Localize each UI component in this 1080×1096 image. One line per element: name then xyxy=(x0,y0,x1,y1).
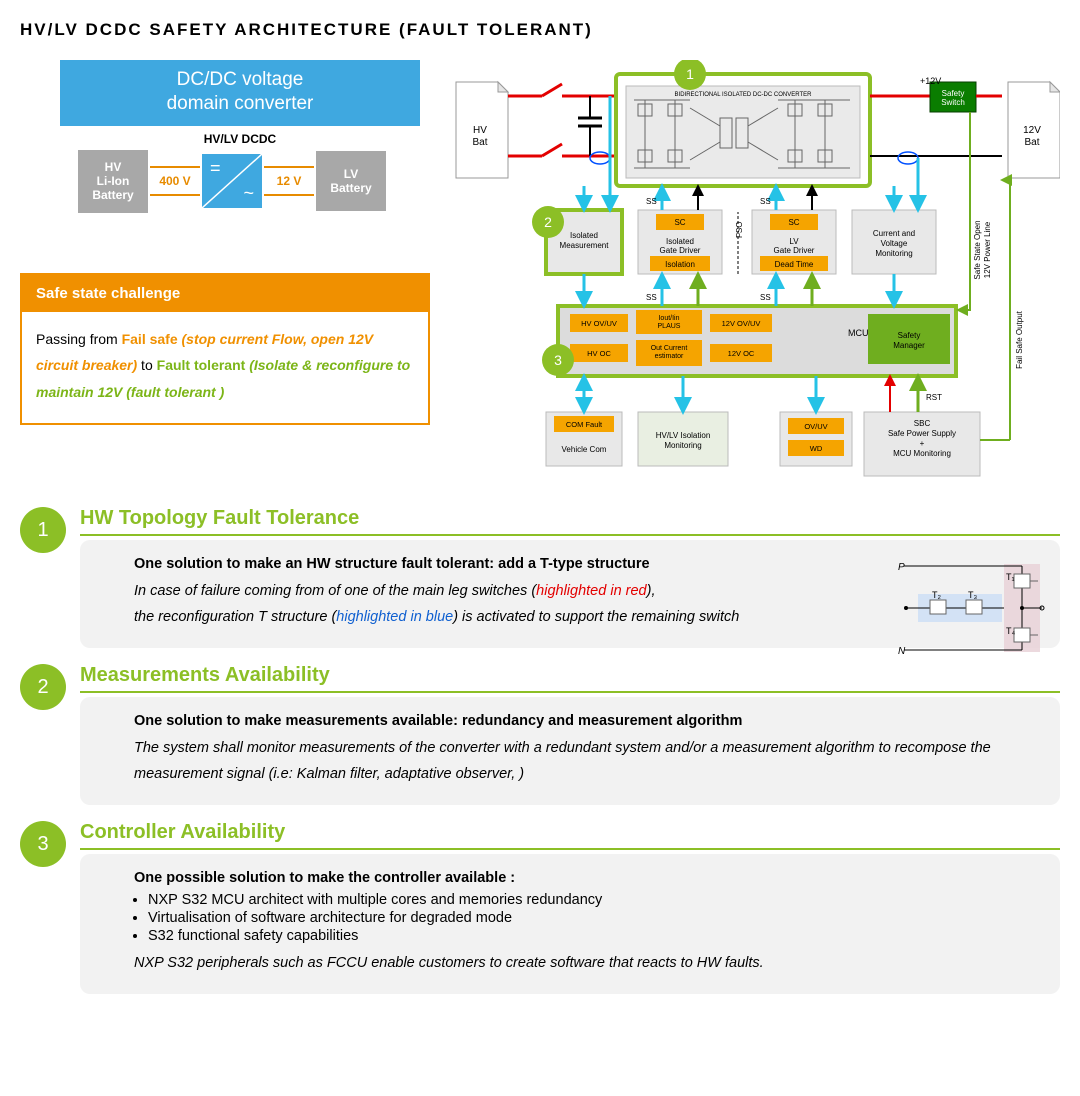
sso-line: Safe State Open12V Power Line xyxy=(973,220,992,279)
mini-P: P xyxy=(898,562,905,573)
mini-T3: T₃ xyxy=(968,590,977,600)
ssc-faulttol: Fault tolerant xyxy=(157,357,246,373)
hv-bat-label: HVBat xyxy=(472,125,487,148)
out-cur-est: Out Currentestimator xyxy=(651,345,688,360)
rst: RST xyxy=(926,393,942,402)
t-type-circuit: P N T₁ T₄ T₂ T₃ xyxy=(896,558,1046,658)
wd: WD xyxy=(810,444,823,453)
hv-oc: HV OC xyxy=(587,349,611,358)
safety-switch: SafetySwitch xyxy=(941,89,965,107)
converter-icon: = ~ xyxy=(202,154,262,208)
lv-voltage: 12 V xyxy=(264,166,314,196)
section-2-body: The system shall monitor measurements of… xyxy=(134,740,991,782)
ss2: SS xyxy=(760,197,771,206)
section-1-card: One solution to make an HW structure fau… xyxy=(80,540,1060,648)
page-title: HV/LV DCDC SAFETY ARCHITECTURE (FAULT TO… xyxy=(20,20,1060,40)
ssc-failsafe: Fail safe xyxy=(122,331,178,347)
hv-ovuv: HV OV/UV xyxy=(581,319,617,328)
safety-mgr: SafetyManager xyxy=(893,331,925,350)
mini-T1: T₁ xyxy=(1006,572,1015,582)
hv-battery-box: HV Li-Ion Battery xyxy=(78,150,148,213)
dcdc-header-l1: DC/DC voltage xyxy=(60,68,420,92)
isolation: Isolation xyxy=(665,260,695,269)
fso: FSO xyxy=(735,222,744,238)
conv-eq: = xyxy=(210,158,221,179)
ss1: SS xyxy=(646,197,657,206)
section-2-bold: One solution to make measurements availa… xyxy=(134,713,1040,729)
architecture-diagram: HVBat 12VBat + HV DC in xyxy=(450,60,1060,490)
safe-state-challenge: Safe state challenge Passing from Fail s… xyxy=(20,273,430,426)
plus-12-label: +12V xyxy=(920,76,941,86)
ovuv: OV/UV xyxy=(804,422,827,431)
mini-N: N xyxy=(898,646,906,657)
lv-bat-label: 12VBat xyxy=(1023,125,1041,148)
12v-oc: 12V OC xyxy=(728,349,755,358)
com-fault: COM Fault xyxy=(566,420,603,429)
section-2-num: 2 xyxy=(20,664,66,710)
mcu-label: MCU xyxy=(848,328,869,338)
iout-plaus: Iout/IinPLAUS xyxy=(658,315,681,330)
section-3-list: NXP S32 MCU architect with multiple core… xyxy=(148,892,1040,944)
section-2: 2 Measurements Availability One solution… xyxy=(20,664,1060,805)
bullet-2: 2 xyxy=(544,214,552,230)
section-1-head: HW Topology Fault Tolerance xyxy=(80,507,1060,536)
mini-T2: T₂ xyxy=(932,590,941,600)
section-1-num: 1 xyxy=(20,507,66,553)
ssc-body: Passing from Fail safe (stop current Flo… xyxy=(22,312,428,424)
s1-post: ) is activated to support the remaining … xyxy=(453,609,739,625)
bullet-1: 1 xyxy=(686,66,694,82)
bullet-3: 3 xyxy=(554,352,562,368)
dead-time: Dead Time xyxy=(775,260,814,269)
s1-red: highlighted in red xyxy=(536,583,646,599)
section-1-body: In case of failure coming from of one of… xyxy=(134,583,739,625)
fail-safe-out: Fail Safe Output xyxy=(1015,310,1024,369)
conv-title: BIDIRECTIONAL ISOLATED DC-DC CONVERTER xyxy=(675,92,813,98)
section-3-bold: One possible solution to make the contro… xyxy=(134,870,1040,886)
ssc-head: Safe state challenge xyxy=(22,275,428,312)
dcdc-sub: HV/LV DCDC xyxy=(60,132,420,146)
dcdc-header-l2: domain converter xyxy=(60,92,420,116)
veh-com: Vehicle Com xyxy=(562,445,607,454)
section-1: 1 HW Topology Fault Tolerance One soluti… xyxy=(20,507,1060,648)
hv-voltage: 400 V xyxy=(150,166,200,196)
lv-battery-box: LV Battery xyxy=(316,151,386,212)
s1-pre: In case of failure coming from of one of… xyxy=(134,583,536,599)
ss4: SS xyxy=(760,293,771,302)
sc2: SC xyxy=(788,218,799,227)
s3-li-1: Virtualisation of software architecture … xyxy=(148,910,1040,926)
s1-blue: highlighted in blue xyxy=(336,609,453,625)
section-3-card: One possible solution to make the contro… xyxy=(80,854,1060,994)
ssc-text: Passing from xyxy=(36,331,122,347)
dcdc-row: HV Li-Ion Battery 400 V = ~ 12 V LV Batt… xyxy=(60,150,420,213)
s3-li-2: S32 functional safety capabilities xyxy=(148,928,1040,944)
dcdc-header: DC/DC voltage domain converter xyxy=(60,60,420,126)
section-3: 3 Controller Availability One possible s… xyxy=(20,821,1060,994)
section-3-head: Controller Availability xyxy=(80,821,1060,850)
s3-li-0: NXP S32 MCU architect with multiple core… xyxy=(148,892,1040,908)
section-2-card: One solution to make measurements availa… xyxy=(80,697,1060,805)
sc1: SC xyxy=(674,218,685,227)
section-3-num: 3 xyxy=(20,821,66,867)
ss3: SS xyxy=(646,293,657,302)
dcdc-block: DC/DC voltage domain converter HV/LV DCD… xyxy=(60,60,420,213)
mini-T4: T₄ xyxy=(1006,626,1015,636)
section-3-foot: NXP S32 peripherals such as FCCU enable … xyxy=(134,955,764,971)
conv-tilde: ~ xyxy=(243,183,254,204)
12v-ovuv: 12V OV/UV xyxy=(722,319,761,328)
section-2-head: Measurements Availability xyxy=(80,664,1060,693)
ssc-mid: to xyxy=(137,357,156,373)
